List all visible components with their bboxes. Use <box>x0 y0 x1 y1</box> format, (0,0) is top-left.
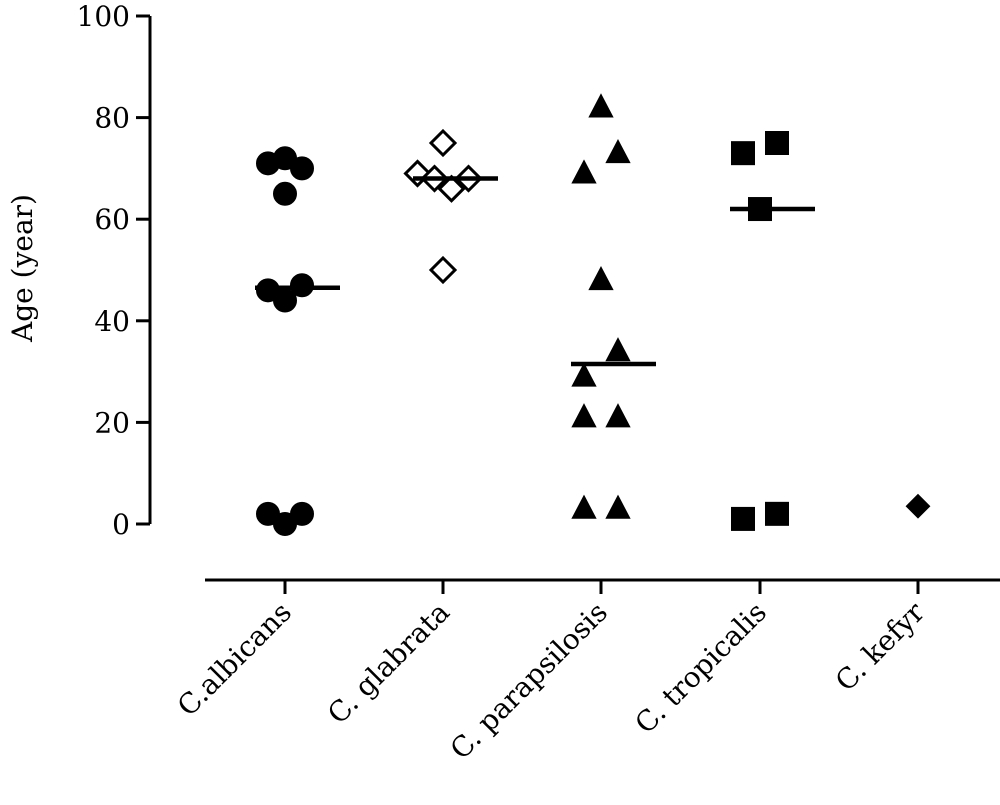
y-tick-label: 0 <box>112 508 130 541</box>
data-point-square <box>731 506 755 531</box>
y-tick-label: 100 <box>77 0 130 33</box>
x-category-label: C. kefyr <box>829 595 931 697</box>
data-point-triangle <box>605 337 631 362</box>
y-axis-label: Age (year) <box>6 194 39 343</box>
data-point-diamond <box>428 255 458 285</box>
data-point-square <box>731 141 755 166</box>
y-tick-label: 40 <box>94 305 130 338</box>
y-tick-label: 20 <box>94 406 130 439</box>
data-point-circle <box>273 181 297 206</box>
data-point-triangle <box>605 403 631 428</box>
data-point-square <box>765 131 789 155</box>
data-point-triangle <box>571 159 597 184</box>
x-category-label: C. tropicalis <box>629 596 773 740</box>
x-category-label: C. glabrata <box>321 596 456 731</box>
data-point-triangle <box>571 494 597 519</box>
y-tick-label: 60 <box>94 203 130 236</box>
data-point-circle <box>290 273 314 298</box>
data-point-circle <box>290 156 314 181</box>
data-point-circle <box>290 501 314 526</box>
x-category-label: C. parapsilosis <box>444 596 614 766</box>
data-point-diamond <box>428 128 458 158</box>
data-point-triangle <box>605 139 631 164</box>
data-point-triangle <box>588 93 614 118</box>
data-point-diamond <box>905 493 931 519</box>
x-category-label: C.albicans <box>171 596 298 723</box>
data-point-diamond <box>437 174 466 203</box>
data-point-square <box>765 501 789 526</box>
data-point-triangle <box>571 403 597 428</box>
data-point-triangle <box>571 362 597 387</box>
y-tick-label: 80 <box>94 102 130 135</box>
data-point-triangle <box>605 494 631 519</box>
chart-marks <box>255 93 931 536</box>
data-point-triangle <box>588 266 614 291</box>
